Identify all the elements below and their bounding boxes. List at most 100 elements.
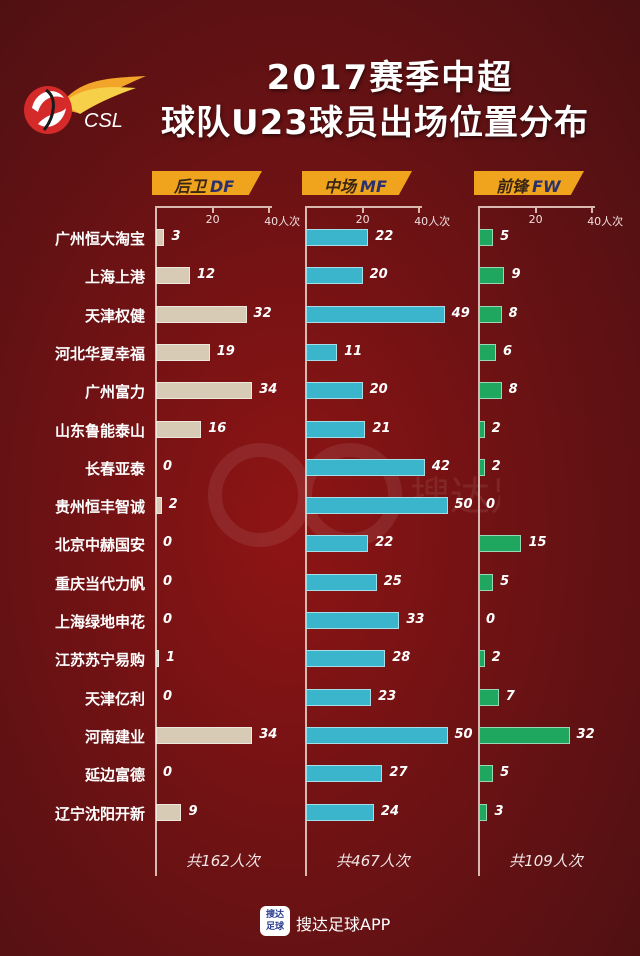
bar-mf bbox=[306, 382, 363, 400]
team-label: 广州富力 bbox=[84, 383, 145, 402]
team-label: 河南建业 bbox=[84, 727, 145, 746]
value-label-df: 2 bbox=[168, 497, 178, 513]
team-label: 北京中赫国安 bbox=[54, 536, 145, 555]
header-label-cn: 前锋 bbox=[496, 177, 529, 196]
value-label-mf: 25 bbox=[383, 573, 402, 589]
bar-mf bbox=[306, 688, 372, 706]
bar-df bbox=[156, 343, 210, 361]
team-label: 延边富德 bbox=[84, 766, 145, 785]
value-label-fw: 5 bbox=[500, 765, 510, 781]
value-label-mf: 22 bbox=[375, 535, 394, 551]
value-label-fw: 0 bbox=[486, 612, 496, 627]
header-label-cn: 中场 bbox=[324, 177, 357, 196]
bar-mf bbox=[306, 343, 338, 361]
team-label: 上海上港 bbox=[84, 268, 145, 287]
team-label: 辽宁沈阳开新 bbox=[54, 804, 145, 823]
value-label-fw: 2 bbox=[491, 420, 501, 436]
bar-mf bbox=[306, 573, 377, 591]
bar-fw bbox=[479, 726, 570, 744]
total-df: 共162人次 bbox=[186, 852, 260, 870]
team-label: 广州恒大淘宝 bbox=[54, 230, 145, 248]
value-label-df: 9 bbox=[188, 803, 198, 819]
header-tag-shape bbox=[152, 171, 262, 195]
value-label-fw: 6 bbox=[502, 343, 513, 359]
bar-df bbox=[156, 726, 253, 744]
header-label-en: MF bbox=[360, 177, 387, 196]
bar-df bbox=[156, 267, 190, 285]
header-label-en: DF bbox=[210, 177, 235, 196]
team-label: 河北华夏幸福 bbox=[54, 344, 145, 363]
axis-tick bbox=[211, 206, 214, 213]
axis-tick-label: 40人次 bbox=[587, 215, 624, 228]
value-label-df: 34 bbox=[259, 382, 278, 398]
bar-fw bbox=[479, 267, 505, 285]
bar-mf bbox=[306, 650, 386, 668]
bar-mf bbox=[306, 803, 374, 821]
axis-tick bbox=[268, 206, 271, 213]
value-label-mf: 33 bbox=[406, 612, 425, 627]
value-label-fw: 3 bbox=[494, 803, 504, 819]
value-label-df: 0 bbox=[163, 612, 173, 627]
value-label-mf: 20 bbox=[369, 267, 388, 283]
bar-df bbox=[156, 382, 253, 400]
value-label-df: 0 bbox=[163, 688, 173, 704]
bar-fw bbox=[479, 343, 496, 361]
bar-fw bbox=[479, 458, 485, 476]
value-label-mf: 50 bbox=[454, 726, 473, 742]
value-label-mf: 28 bbox=[392, 650, 411, 666]
header-tag-shape bbox=[474, 171, 584, 195]
bar-df bbox=[156, 229, 165, 246]
value-label-fw: 2 bbox=[491, 650, 501, 666]
bar-fw bbox=[479, 420, 485, 438]
column-header-mf: 中场 MF bbox=[302, 171, 412, 196]
value-label-fw: 5 bbox=[500, 229, 510, 244]
value-label-fw: 9 bbox=[511, 267, 521, 283]
axis-tick-label: 20 bbox=[355, 213, 370, 226]
value-label-mf: 11 bbox=[344, 343, 363, 359]
bar-mf bbox=[306, 229, 369, 246]
bar-fw bbox=[479, 305, 502, 323]
value-label-mf: 21 bbox=[372, 420, 391, 436]
bar-fw bbox=[479, 803, 488, 821]
value-label-df: 34 bbox=[259, 726, 278, 742]
header-label-en: FW bbox=[532, 177, 561, 196]
bar-fw bbox=[479, 650, 485, 668]
bar-fw bbox=[479, 765, 494, 783]
bar-mf bbox=[306, 726, 448, 744]
axis-tick bbox=[361, 206, 364, 213]
team-label: 贵州恒丰智诚 bbox=[54, 498, 145, 517]
value-label-fw: 32 bbox=[576, 726, 595, 742]
axis-line bbox=[155, 206, 157, 876]
bar-fw bbox=[479, 688, 499, 706]
column-header-df: 后卫 DF bbox=[152, 171, 262, 196]
bar-fw bbox=[479, 573, 494, 591]
column-header-fw: 前锋 FW bbox=[474, 171, 584, 196]
axis-tick bbox=[591, 206, 594, 213]
team-label: 重庆当代力帆 bbox=[54, 574, 145, 593]
page-title: 2017赛季中超 bbox=[266, 58, 514, 98]
value-label-fw: 8 bbox=[508, 305, 518, 321]
bar-df bbox=[156, 497, 162, 515]
team-label: 山东鲁能泰山 bbox=[54, 421, 145, 440]
value-label-fw: 8 bbox=[508, 382, 518, 398]
value-label-df: 12 bbox=[196, 267, 216, 283]
value-label-df: 16 bbox=[208, 420, 227, 436]
axis-tick-label: 20 bbox=[205, 213, 220, 226]
sodasoccer-app-icon: 搜达 足球 bbox=[260, 906, 290, 936]
header-tag-shape bbox=[302, 171, 412, 195]
team-label: 江苏苏宁易购 bbox=[54, 651, 145, 670]
value-label-fw: 7 bbox=[505, 688, 515, 704]
bar-mf bbox=[306, 458, 425, 476]
value-label-df: 1 bbox=[166, 650, 176, 666]
total-fw: 共109人次 bbox=[509, 852, 583, 870]
bar-mf bbox=[306, 765, 383, 783]
value-label-df: 0 bbox=[163, 573, 173, 589]
bar-mf bbox=[306, 420, 366, 438]
bar-df bbox=[156, 420, 202, 438]
value-label-mf: 22 bbox=[375, 229, 394, 244]
bar-df bbox=[156, 305, 247, 323]
value-label-fw: 15 bbox=[528, 535, 547, 551]
value-label-mf: 23 bbox=[378, 688, 397, 704]
value-label-df: 3 bbox=[171, 229, 181, 244]
value-label-mf: 24 bbox=[380, 803, 399, 819]
